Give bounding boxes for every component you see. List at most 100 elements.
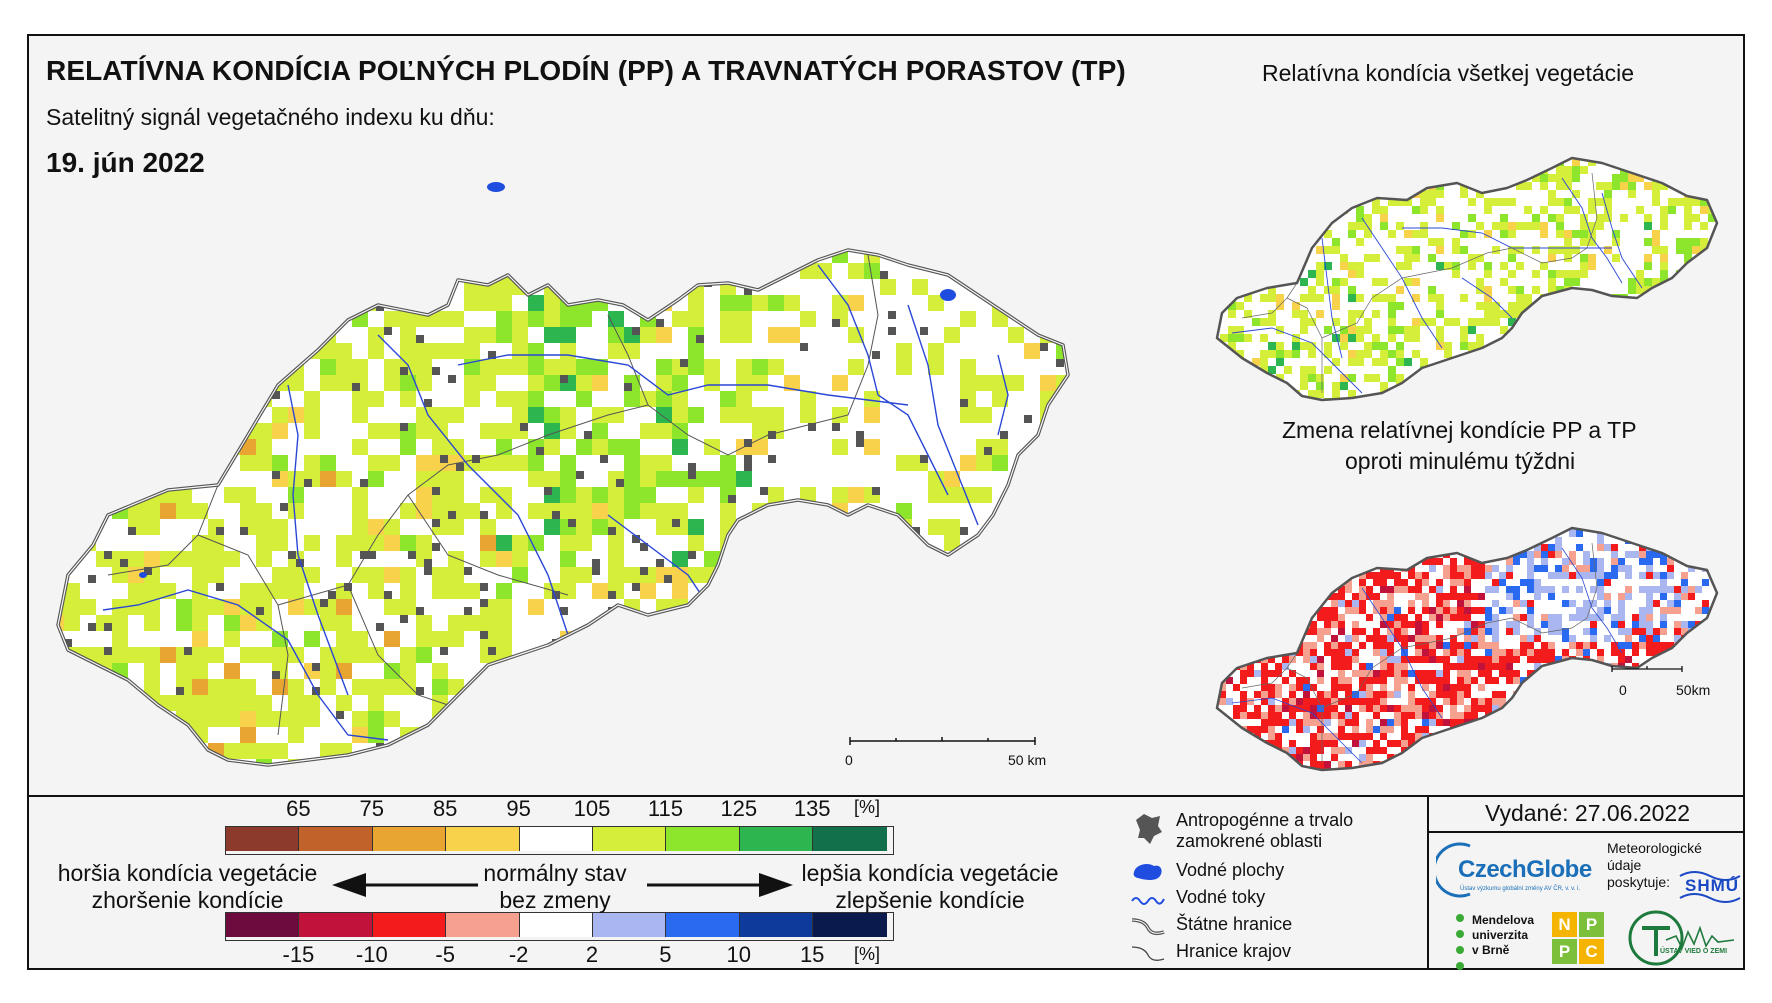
raster-cell (1276, 150, 1284, 158)
raster-cell (1583, 614, 1590, 621)
raster-cell (1236, 126, 1244, 134)
raster-cell (400, 167, 416, 183)
legend-tick-label: 10 (726, 942, 752, 967)
raster-cell (544, 231, 560, 247)
raster-cell (1429, 705, 1436, 712)
raster-cell (512, 343, 528, 359)
raster-cell (1233, 537, 1240, 544)
raster-cell (768, 487, 784, 503)
raster-cell (1415, 572, 1422, 579)
raster-cell (1556, 318, 1564, 326)
raster-cell (224, 215, 240, 231)
raster-cell (1652, 342, 1660, 350)
raster-cell (1254, 600, 1261, 607)
raster-cell (1660, 398, 1668, 400)
raster-cell (960, 231, 976, 247)
raster-cell (1443, 509, 1450, 516)
raster-cell (1366, 509, 1373, 516)
raster-cell (1380, 350, 1388, 358)
raster-cell (1564, 342, 1572, 350)
raster-cell (1555, 754, 1562, 761)
raster-cell (1420, 382, 1428, 390)
raster-cell (80, 391, 96, 407)
raster-cell (1464, 684, 1471, 691)
raster-cell (1636, 142, 1644, 150)
raster-cell (144, 727, 160, 743)
raster-cell (1345, 719, 1352, 726)
raster-cell (1415, 705, 1422, 712)
raster-cell (1450, 607, 1457, 614)
raster-cell (304, 327, 320, 343)
raster-cell (1348, 198, 1356, 206)
raster-cell (1289, 614, 1296, 621)
issued-divider (1427, 795, 1429, 970)
raster-cell (1324, 705, 1331, 712)
raster-cell (1653, 642, 1660, 649)
raster-cell (1428, 318, 1436, 326)
raster-cell (1508, 118, 1516, 126)
raster-cell (1604, 126, 1612, 134)
arrow-right-icon (647, 873, 793, 897)
raster-cell (400, 263, 416, 279)
raster-cell (640, 471, 656, 487)
raster-cell (1492, 537, 1499, 544)
raster-cell (64, 327, 80, 343)
raster-cell (992, 759, 1008, 765)
raster-cell (1684, 118, 1692, 126)
raster-cell (832, 199, 848, 215)
raster-cell (272, 391, 280, 399)
raster-cell (1396, 374, 1404, 382)
raster-cell (1569, 740, 1576, 747)
raster-cell (1040, 279, 1056, 295)
raster-cell (1380, 544, 1387, 551)
raster-cell (432, 263, 448, 279)
raster-cell (1506, 733, 1513, 740)
raster-cell (1508, 246, 1516, 254)
raster-cell (1660, 614, 1667, 621)
raster-cell (576, 151, 592, 167)
raster-cell (1583, 768, 1590, 770)
raster-cell (368, 207, 376, 215)
raster-cell (1352, 516, 1359, 523)
raster-cell (1373, 600, 1380, 607)
raster-cell (112, 631, 128, 647)
raster-cell (1219, 509, 1226, 516)
raster-cell (1275, 740, 1282, 747)
raster-cell (1317, 726, 1324, 733)
raster-cell (1429, 656, 1436, 663)
raster-cell (1702, 761, 1709, 768)
raster-cell (1485, 719, 1492, 726)
issued-date: Vydané: 27.06.2022 (1484, 800, 1691, 826)
raster-cell (384, 535, 400, 551)
raster-cell (1104, 455, 1120, 471)
raster-cell (744, 439, 752, 447)
raster-cell (1317, 537, 1324, 544)
raster-cell (408, 215, 416, 223)
raster-cell (1452, 358, 1460, 366)
raster-cell (144, 375, 160, 391)
raster-cell (1632, 719, 1639, 726)
raster-cell (608, 551, 624, 567)
raster-cell (1394, 502, 1401, 509)
raster-cell (608, 327, 624, 343)
raster-cell (1516, 366, 1524, 374)
raster-cell (1478, 684, 1485, 691)
raster-cell (800, 407, 816, 423)
raster-cell (1348, 294, 1356, 302)
raster-cell (224, 327, 232, 335)
raster-cell (880, 271, 888, 279)
raster-cell (176, 455, 192, 471)
raster-cell (1668, 302, 1676, 310)
raster-cell (1219, 579, 1226, 586)
raster-cell (1548, 768, 1555, 770)
raster-cell (528, 311, 544, 327)
raster-cell (688, 567, 704, 583)
raster-cell (1289, 579, 1296, 586)
raster-cell (1443, 649, 1450, 656)
raster-cell (1056, 135, 1072, 151)
raster-cell (1422, 719, 1429, 726)
raster-cell (1476, 158, 1484, 166)
raster-cell (1604, 712, 1611, 719)
raster-cell (1653, 649, 1660, 656)
raster-cell (448, 727, 464, 743)
